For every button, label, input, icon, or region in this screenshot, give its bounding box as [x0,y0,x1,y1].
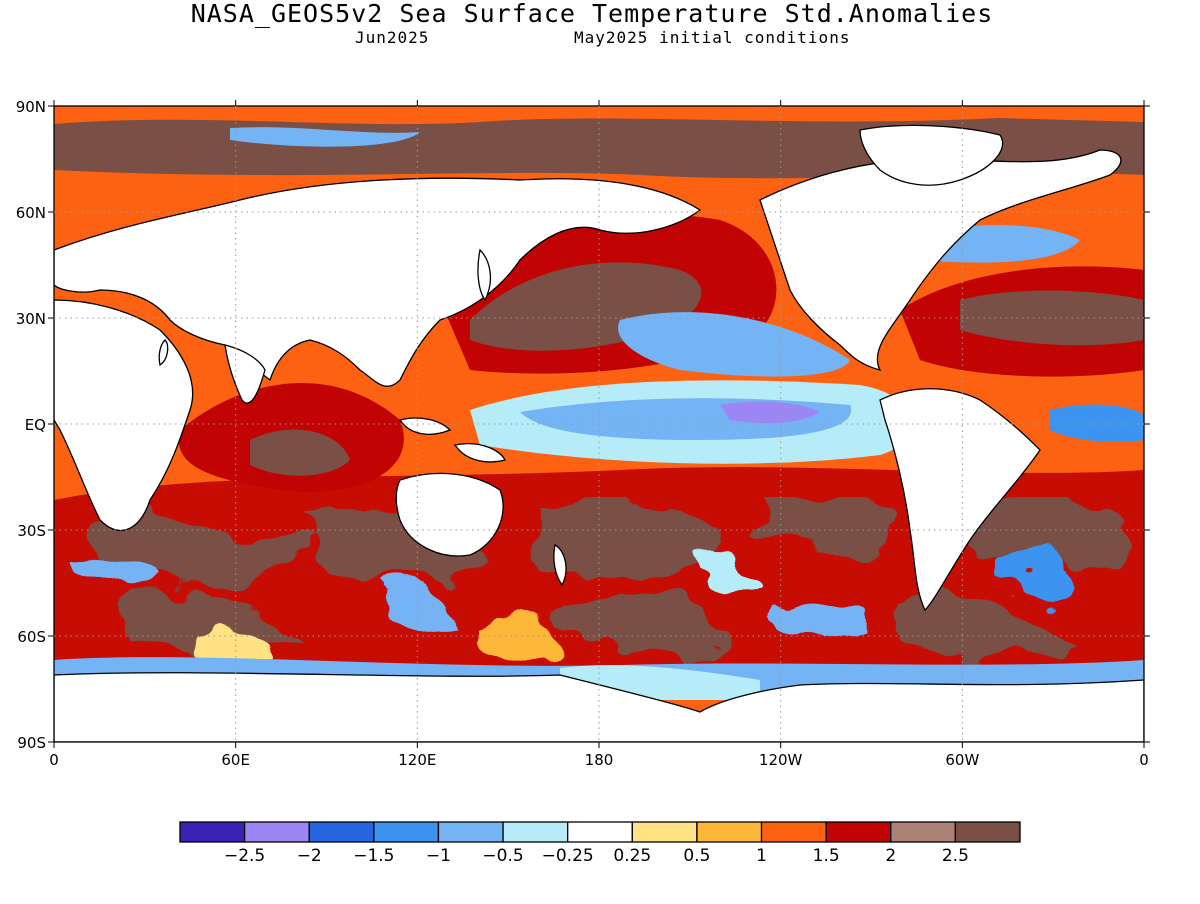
lat-label: EQ [25,416,46,434]
colorbar-swatch [567,821,633,843]
colorbar-swatch [890,821,957,843]
arctic-blue-patch [230,127,420,147]
lat-label: 90N [16,98,46,116]
colorbar-swatch [760,821,827,843]
lon-label: 120W [759,751,803,769]
lon-label: 60E [221,751,250,769]
colorbar-swatch [179,821,246,843]
colorbar-swatch [825,821,892,843]
colorbar-label: 2.5 [942,846,969,866]
colorbar-swatch [954,821,1021,843]
colorbar-label: −1 [426,846,451,866]
colorbar-swatch [373,821,440,843]
initial-conditions-label: May2025 initial conditions [574,28,851,47]
lat-label: 60S [17,628,46,646]
colorbar: −2.5 −2 −1.5 −1 −0.5 −0.25 0.25 0.5 1 1.5 2 2.5 [179,821,1021,866]
land-japan [477,248,492,302]
lon-label: 60W [945,751,979,769]
colorbar-label: 2 [885,846,896,866]
land-south-america [879,388,1041,612]
land-madagascar [158,339,169,367]
valid-month-label: Jun2025 [355,28,430,47]
lon-label: 180 [585,751,614,769]
colorbar-label: 0.25 [613,846,651,866]
lon-label: 120E [398,751,436,769]
colorbar-label: 1.5 [813,846,840,866]
colorbar-label: −2.5 [224,846,265,866]
lat-label: 60N [16,204,46,222]
colorbar-swatch [696,821,763,843]
southern-ocean-texture [60,497,1140,665]
land-greenland [859,124,1004,186]
colorbar-swatch [437,821,504,843]
colorbar-swatch [631,821,698,843]
lat-label: 30S [17,522,46,540]
land-africa [54,299,194,531]
longitude-labels: 0 60E 120E 180 120W 60W 0 [49,751,1149,769]
colorbar-label: 0.5 [683,846,710,866]
indian-ocean-extreme [250,429,350,476]
colorbar-label: −0.5 [482,846,523,866]
south-atlantic-cool-patch [1050,404,1144,442]
land-india [224,344,266,404]
map-title: NASA_GEOS5v2 Sea Surface Temperature Std… [190,0,994,28]
colorbar-label: −1.5 [353,846,394,866]
lon-label: 0 [49,751,59,769]
colorbar-swatch [243,821,310,843]
colorbar-label: 1 [756,846,767,866]
land-eurasia [54,177,702,387]
colorbar-swatch [502,821,569,843]
latitude-labels: 90N 60N 30N EQ 30S 60S 90S [16,98,46,752]
colorbar-swatch [308,821,375,843]
colorbar-label: −0.25 [542,846,594,866]
land-new-zealand [553,544,567,587]
equatorial-coldest [720,401,820,424]
axis-ticks [48,100,1150,748]
lat-label: 30N [16,310,46,328]
east-pacific-cool [618,312,850,377]
lat-label: 90S [17,734,46,752]
land-australia [395,472,504,557]
arctic-band-north [54,106,1144,124]
colorbar-label: −2 [297,846,322,866]
land-borneo [398,417,452,435]
north-atlantic-extreme [960,290,1144,346]
lon-label: 0 [1139,751,1149,769]
land-antarctica [54,672,1144,742]
land-masses [54,124,1144,742]
land-new-guinea [453,443,506,463]
graticule [54,106,1144,742]
